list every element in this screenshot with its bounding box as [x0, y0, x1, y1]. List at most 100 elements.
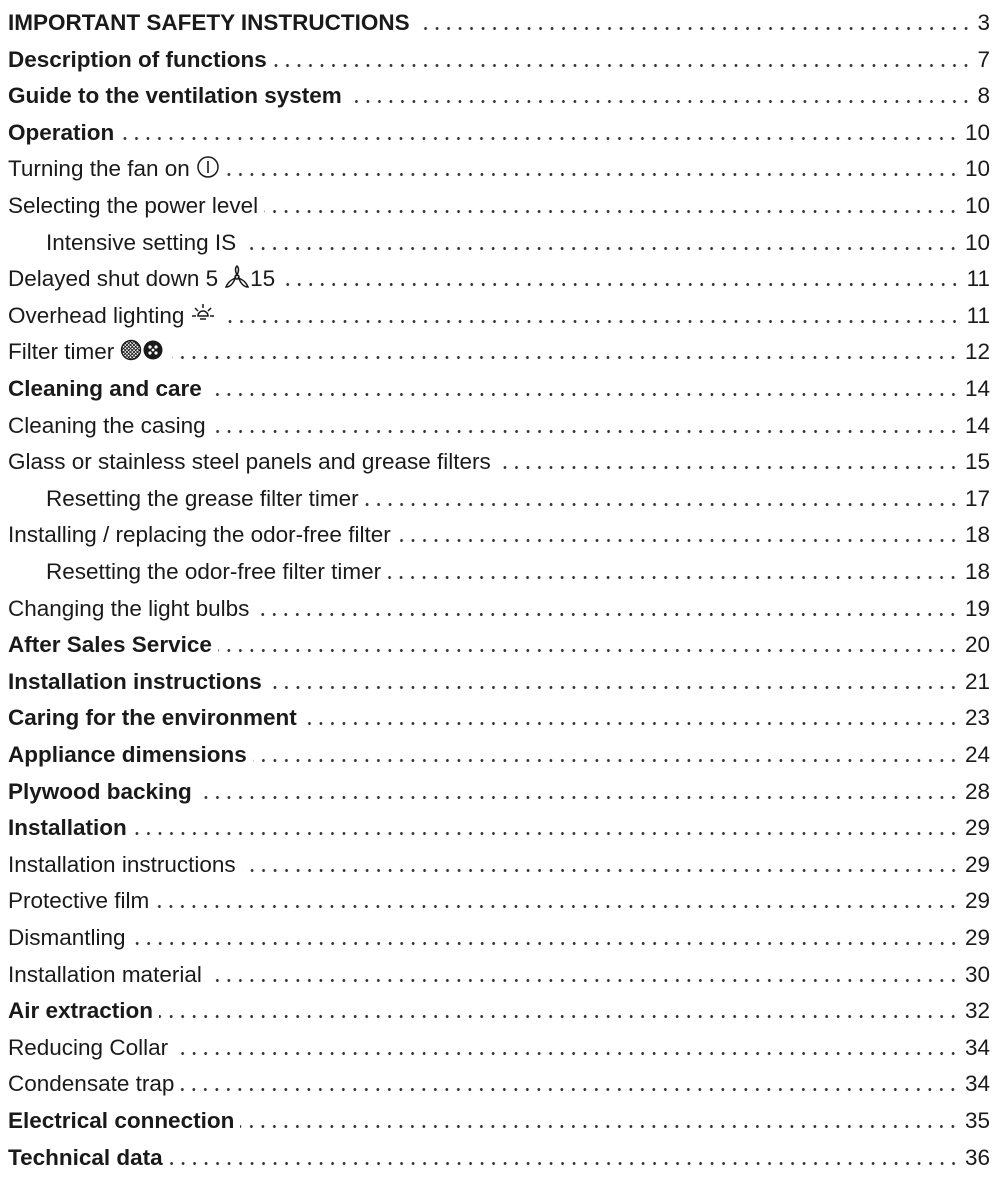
toc-entry-title: Cleaning and care [8, 369, 202, 409]
toc-entry[interactable]: Intensive setting IS 10 [8, 223, 990, 263]
toc-entry[interactable]: Glass or stainless steel panels and grea… [8, 442, 990, 482]
toc-entry[interactable]: Installation material 30 [8, 955, 990, 995]
toc-entry-title: Reducing Collar [8, 1028, 168, 1068]
fan-icon [224, 262, 250, 302]
toc-page-number: 34 [964, 1071, 990, 1097]
toc-entry-title: After Sales Service [8, 625, 212, 665]
toc-entry[interactable]: IMPORTANT SAFETY INSTRUCTIONS 3 [8, 3, 990, 43]
toc-entry-title-text: Dismantling [8, 925, 126, 950]
toc-entry[interactable]: Protective film 29 [8, 881, 990, 921]
toc-entry[interactable]: Appliance dimensions 24 [8, 735, 990, 775]
toc-page-number: 15 [964, 449, 990, 475]
toc-entry[interactable]: Turning the fan on 10 [8, 149, 990, 189]
toc-entry-title-text: Glass or stainless steel panels and grea… [8, 449, 491, 475]
toc-entry-title-text: Installing / replacing the odor-free fil… [8, 522, 391, 548]
toc-entry[interactable]: Electrical connection 35 [8, 1101, 990, 1141]
power-on-icon [196, 152, 220, 192]
toc-entry[interactable]: Installation instructions 29 [8, 845, 990, 885]
toc-entry-title-text: Cleaning and care [8, 376, 202, 401]
toc-page-number: 10 [964, 193, 990, 218]
toc-entry-title-text: Appliance dimensions [8, 742, 247, 767]
dot-leader [241, 868, 959, 872]
toc-entry[interactable]: Cleaning and care 14 [8, 369, 990, 409]
dot-leader [174, 1051, 959, 1055]
toc-entry[interactable]: Condensate trap 34 [8, 1064, 990, 1104]
toc-entry-title-text: Delayed shut down 5 [8, 266, 219, 292]
toc-entry[interactable]: Installation 29 [8, 808, 990, 848]
light-icon [190, 299, 216, 339]
toc-page-number: 10 [964, 229, 990, 255]
toc-entry[interactable]: Selecting the power level 10 [8, 186, 990, 226]
toc-entry-title: Selecting the power level [8, 186, 258, 226]
toc-page-number: 36 [964, 1144, 990, 1170]
toc-entry-title: Installation instructions [8, 845, 236, 885]
dot-leader [207, 978, 959, 982]
toc-page-number: 14 [964, 376, 990, 401]
toc-page-number: 17 [964, 485, 990, 511]
toc-entry-title: Appliance dimensions [8, 735, 247, 775]
toc-entry[interactable]: Caring for the environment 23 [8, 698, 990, 738]
toc-entry-title-text: Installation material [8, 961, 202, 987]
toc-entry[interactable]: Resetting the grease filter timer 17 [8, 479, 990, 519]
toc-entry-title: Installing / replacing the odor-free fil… [8, 515, 391, 555]
toc-entry[interactable]: Operation 10 [8, 113, 990, 153]
dot-leader [252, 759, 959, 762]
toc-page-number: 29 [964, 925, 990, 950]
toc-entry[interactable]: Filter timer 12 [8, 332, 990, 372]
toc-page-number: 29 [964, 888, 990, 914]
toc-entry-title-suffix: 15 [250, 266, 276, 292]
toc-entry[interactable]: Installing / replacing the odor-free fil… [8, 515, 990, 555]
dot-leader [132, 832, 959, 836]
toc-entry[interactable]: Delayed shut down 5 15 11 [8, 259, 990, 299]
toc-entry[interactable]: Description of functions 7 [8, 40, 990, 80]
toc-page-number: 24 [964, 742, 990, 767]
toc-entry[interactable]: Overhead lighting 11 [8, 296, 990, 336]
dot-leader [364, 502, 959, 506]
dot-leader [387, 576, 959, 579]
dot-leader [225, 173, 959, 177]
toc-entry-title: Condensate trap [8, 1064, 174, 1104]
dot-leader [168, 1161, 959, 1165]
toc-entry[interactable]: Reducing Collar 34 [8, 1028, 990, 1068]
dot-leader [255, 612, 959, 616]
toc-entry[interactable]: Cleaning the casing 14 [8, 406, 990, 446]
toc-entry-title-text: Selecting the power level [8, 193, 259, 218]
dot-leader [217, 649, 959, 653]
toc-entry-title: Resetting the odor-free filter timer [46, 552, 381, 592]
toc-entry[interactable]: Technical data 36 [8, 1138, 990, 1178]
toc-entry-title-text: Guide to the ventilation system [8, 83, 342, 109]
toc-entry[interactable]: Changing the light bulbs 19 [8, 589, 990, 629]
toc-page-number: 18 [964, 522, 990, 548]
toc-entry-title: Filter timer [8, 332, 166, 375]
toc-entry[interactable]: After Sales Service 20 [8, 625, 990, 665]
dot-leader [496, 466, 959, 470]
toc-entry-title: Installation [8, 808, 127, 848]
toc-page-number: 20 [964, 632, 990, 658]
toc-page-number: 34 [964, 1034, 990, 1060]
toc-entry-title: Cleaning the casing [8, 406, 206, 446]
toc-page-number: 8 [977, 83, 990, 109]
toc-page-number: 32 [964, 998, 990, 1024]
dot-leader [302, 722, 959, 726]
dot-leader [242, 246, 959, 250]
toc-entry-title: Installation instructions [8, 662, 262, 702]
toc-entry-title: Intensive setting IS [46, 223, 236, 263]
toc-entry-title: Resetting the grease filter timer [46, 479, 359, 519]
toc-entry-title: Description of functions [8, 40, 267, 80]
toc-page-number: 19 [964, 595, 990, 621]
toc-entry[interactable]: Guide to the ventilation system 8 [8, 76, 990, 116]
toc-entry-title-text: Description of functions [8, 46, 267, 72]
dot-leader [120, 136, 959, 140]
toc-entry[interactable]: Plywood backing 28 [8, 772, 990, 812]
toc-entry[interactable]: Air extraction 32 [8, 991, 990, 1031]
toc-page-number: 18 [964, 559, 990, 584]
toc-entry[interactable]: Resetting the odor-free filter timer 18 [8, 552, 990, 592]
toc-entry-title: IMPORTANT SAFETY INSTRUCTIONS [8, 3, 410, 43]
toc-entry[interactable]: Installation instructions 21 [8, 662, 990, 702]
toc-entry[interactable]: Dismantling 29 [8, 918, 990, 958]
toc-page-number: 11 [966, 302, 990, 328]
toc-page-number: 11 [966, 266, 990, 292]
toc-page-number: 10 [964, 119, 990, 145]
toc-entry-title-text: Installation [8, 815, 127, 841]
toc-entry-title-text: Condensate trap [8, 1071, 175, 1097]
